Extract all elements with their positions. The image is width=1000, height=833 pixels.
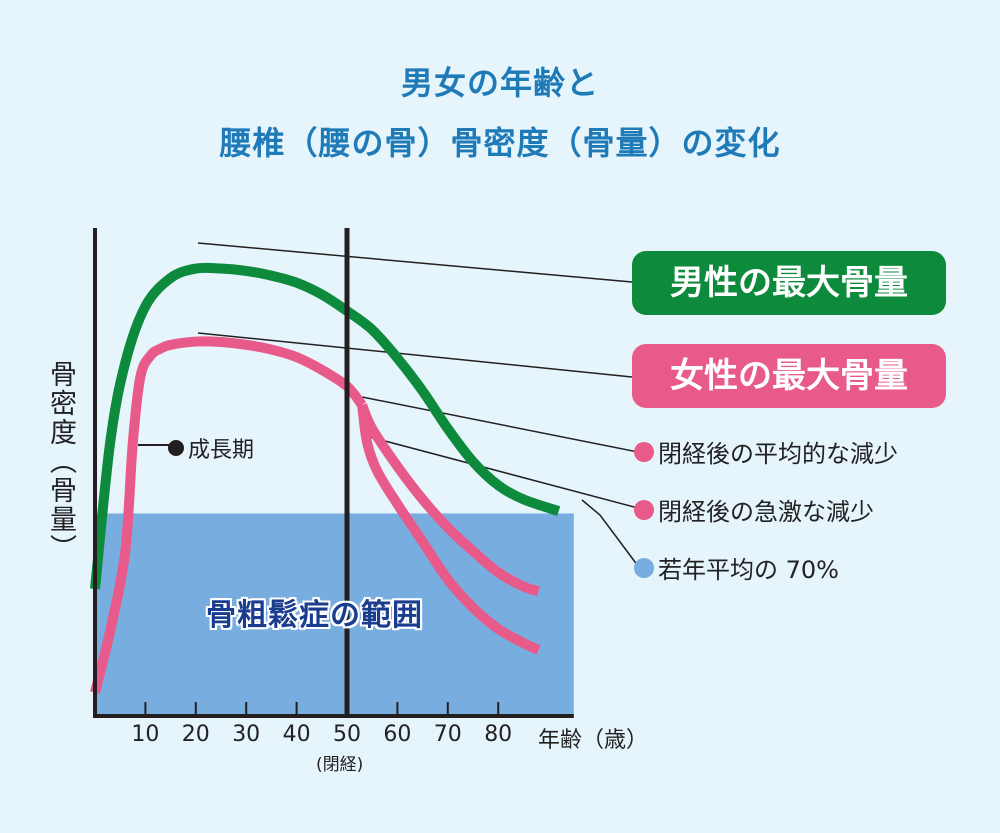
legend-young-70: 若年平均の 70% [634, 550, 839, 585]
x-tick-label: 60 [383, 722, 412, 747]
leader-rapid-decline [369, 436, 639, 509]
leader-male-peak [197, 242, 633, 283]
male-curve [90, 262, 561, 590]
chart-title-line2: 腰椎（腰の骨）骨密度（骨量）の変化 [219, 124, 781, 162]
growth-phase-dot [168, 440, 184, 456]
female-rapid-decline-curve [357, 404, 541, 655]
x-tick-label: 70 [433, 722, 462, 747]
legend-rapid-decline-dot [634, 499, 654, 520]
growth-phase-label: 成長期 [188, 438, 255, 463]
female-curve [90, 336, 367, 694]
legend-female-peak: 女性の最大骨量 [632, 344, 946, 408]
chart-title-line1: 男女の年齢と [400, 64, 599, 102]
female-avg-decline-curve [357, 403, 541, 597]
legend-avg-decline-label: 閉経後の平均的な減少 [658, 440, 898, 468]
legend-young-70-label: 若年平均の 70% [658, 556, 839, 584]
legend-rapid-decline: 閉経後の急激な減少 [634, 492, 874, 527]
legend-rapid-decline-label: 閉経後の急激な減少 [658, 498, 874, 526]
growth-phase-annotation: 成長期 [168, 432, 254, 464]
leader-female-peak [197, 332, 633, 378]
legend-avg-decline-dot [634, 441, 654, 462]
y-axis-label: 骨密度（骨量） [45, 360, 76, 563]
leader-avg-decline [361, 396, 639, 453]
osteoporosis-range-label: 骨粗鬆症の範囲 [206, 598, 423, 633]
x-tick-label: 50 [333, 722, 361, 747]
legend-young-70-dot [634, 557, 654, 578]
leader-young-70 [581, 499, 639, 567]
x-tick-label: 80 [484, 722, 513, 747]
x-tick-label: 10 [131, 722, 160, 747]
menopause-label: (閉経) [316, 755, 364, 775]
legend-male-peak: 男性の最大骨量 [632, 251, 946, 315]
osteoporosis-range-area [95, 513, 574, 716]
legend-avg-decline: 閉経後の平均的な減少 [634, 434, 898, 469]
x-tick-label: 30 [232, 722, 261, 747]
x-tick-label: 20 [181, 722, 210, 747]
x-tick-label: 40 [282, 722, 311, 747]
x-axis-label: 年齢（歳） [538, 728, 649, 753]
